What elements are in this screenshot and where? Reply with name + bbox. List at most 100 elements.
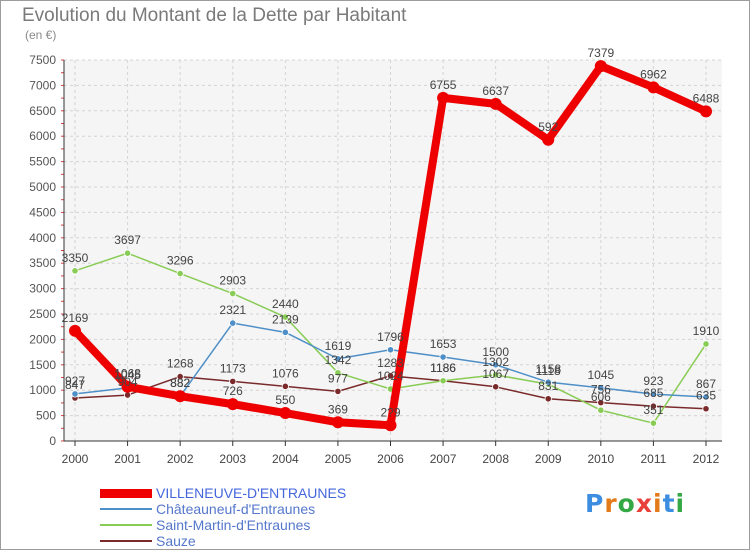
data-point <box>702 340 710 348</box>
data-label: 3697 <box>114 233 141 247</box>
y-tick-label: 7000 <box>29 78 56 92</box>
x-tick-label: 2010 <box>587 452 614 466</box>
data-label: 1283 <box>377 356 404 370</box>
data-label: 1045 <box>587 368 614 382</box>
data-label: 2169 <box>62 311 89 325</box>
data-label: 904 <box>118 375 138 389</box>
data-label: 6637 <box>482 84 509 98</box>
legend: VILLENEUVE-D'ENTRAUNES Châteauneuf-d'Entr… <box>100 485 360 549</box>
data-point <box>542 133 555 146</box>
logo-letter: o <box>617 489 636 518</box>
y-tick-label: 2000 <box>29 332 56 346</box>
x-tick-label: 2008 <box>482 452 509 466</box>
legend-item: Châteauneuf-d'Entraunes <box>100 501 360 517</box>
data-label: 1024 <box>377 369 404 383</box>
x-tick-label: 2012 <box>693 452 720 466</box>
data-point <box>492 361 500 369</box>
data-point <box>334 387 342 395</box>
data-point <box>437 91 450 104</box>
data-label: 1068 <box>114 367 141 381</box>
logo-letter: x <box>635 489 653 518</box>
y-tick-label: 0 <box>49 434 56 448</box>
legend-swatch <box>100 489 152 498</box>
data-label: 831 <box>538 379 558 393</box>
data-point <box>649 390 658 398</box>
chart-subtitle: (en €) <box>25 28 57 42</box>
data-label: 606 <box>591 390 611 404</box>
data-label: 1500 <box>482 345 509 359</box>
data-point <box>544 395 552 403</box>
y-tick-label: 6000 <box>29 129 56 143</box>
y-tick-label: 5500 <box>29 155 56 169</box>
legend-label: VILLENEUVE-D'ENTRAUNES <box>156 485 347 501</box>
data-point <box>439 353 447 361</box>
y-tick-label: 3500 <box>29 256 56 270</box>
y-tick-label: 5000 <box>29 180 56 194</box>
x-tick-label: 2005 <box>325 452 352 466</box>
data-label: 1268 <box>167 357 194 371</box>
data-label: 1342 <box>325 353 352 367</box>
legend-label: Sauze <box>156 533 196 549</box>
data-label: 3296 <box>167 254 194 268</box>
x-tick-label: 2004 <box>272 452 299 466</box>
data-point <box>386 346 395 354</box>
data-label: 6962 <box>640 67 667 81</box>
data-point <box>700 105 712 118</box>
data-point <box>281 328 289 336</box>
data-label: 592 <box>538 120 558 134</box>
data-label: 1653 <box>430 337 457 351</box>
data-point <box>334 355 342 363</box>
data-label: 7379 <box>587 46 614 60</box>
legend-swatch <box>100 508 152 510</box>
x-tick-label: 2003 <box>219 452 246 466</box>
x-tick-label: 2006 <box>377 452 404 466</box>
data-point <box>71 390 79 398</box>
data-label: 6755 <box>430 78 457 92</box>
data-point <box>281 313 289 321</box>
data-point <box>229 377 237 386</box>
data-point <box>439 377 447 385</box>
data-point <box>331 416 344 429</box>
data-label: 927 <box>65 374 85 388</box>
data-point <box>71 267 79 275</box>
data-point <box>702 405 710 413</box>
logo-letter: P <box>585 489 605 518</box>
chart-title: Evolution du Montant de la Dette par Hab… <box>22 5 407 26</box>
plot-area <box>64 60 722 441</box>
x-tick-label: 2009 <box>535 452 562 466</box>
data-label: 847 <box>65 378 85 392</box>
x-tick-label: 2001 <box>114 452 141 466</box>
data-label: 2440 <box>272 297 299 311</box>
data-label: 756 <box>591 383 611 397</box>
y-tick-label: 4000 <box>29 231 56 245</box>
logo-letter: t <box>662 489 676 518</box>
y-tick-label: 1500 <box>29 358 56 372</box>
legend-label: Châteauneuf-d'Entraunes <box>156 501 316 517</box>
data-label: 369 <box>328 402 348 416</box>
y-tick-label: 2500 <box>29 307 56 321</box>
data-label: 2?9 <box>380 405 400 419</box>
data-label: 2903 <box>219 274 246 288</box>
data-label: 923 <box>643 374 663 388</box>
data-point <box>702 393 710 401</box>
data-label: 1173 <box>220 361 246 375</box>
data-label: 882 <box>170 376 190 390</box>
y-tick-label: 500 <box>36 409 56 423</box>
data-label: 6488 <box>693 91 720 105</box>
data-point <box>69 324 81 337</box>
data-label: 1045 <box>114 368 141 382</box>
data-label: 1796 <box>377 330 404 344</box>
legend-item: Saint-Martin-d'Entraunes <box>100 517 360 533</box>
data-point <box>647 81 660 94</box>
data-point <box>544 378 552 386</box>
data-label: 882 <box>170 376 190 390</box>
data-label: 1067 <box>482 367 509 381</box>
x-tick-label: 2002 <box>167 452 194 466</box>
data-label: 1118 <box>536 364 561 378</box>
legend-swatch <box>100 540 152 542</box>
data-point <box>492 371 500 379</box>
data-point <box>174 390 187 403</box>
legend-swatch <box>100 524 152 526</box>
y-tick-label: 4500 <box>29 205 56 219</box>
